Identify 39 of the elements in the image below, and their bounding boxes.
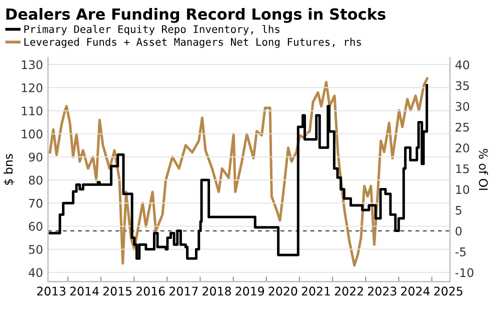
y2-tick-label: 5 <box>456 206 462 215</box>
x-tick-label: 2015 <box>103 286 132 296</box>
y2-tick-label: 40 <box>455 60 470 70</box>
chart-title: Dealers Are Funding Record Longs in Stocks <box>6 8 386 23</box>
y2-tick-label: 25 <box>456 122 469 132</box>
x-tick-label: 2014 <box>70 286 99 296</box>
y-tick-label: 60 <box>28 222 42 231</box>
y-tick-label: 70 <box>29 198 42 208</box>
y2-tick-label: -10 <box>455 268 474 278</box>
y-tick-label: 90 <box>28 152 42 162</box>
y-tick-label: 110 <box>22 106 42 116</box>
y-tick-label: 120 <box>22 83 42 92</box>
x-tick-label: 2025 <box>434 286 462 296</box>
y-tick-label: 80 <box>28 176 42 185</box>
x-tick-label: 2022 <box>334 286 363 296</box>
y2-tick-label: 15 <box>456 164 469 174</box>
y2-tick-label: 35 <box>456 81 469 90</box>
y2-tick-label: 10 <box>456 185 470 194</box>
y2-tick-label: -5 <box>455 248 466 256</box>
x-tick-label: 2023 <box>368 286 396 296</box>
x-tick-label: 2024 <box>401 286 430 296</box>
x-tick-label: 2018 <box>202 286 231 296</box>
y2-tick-label: 30 <box>456 102 470 111</box>
x-tick-label: 2021 <box>302 286 330 296</box>
y2-tick-label: 20 <box>456 144 470 152</box>
legend-label: Primary Dealer Equity Repo Inventory, lhs <box>24 24 280 36</box>
y2-tick-label: 0 <box>456 226 462 236</box>
x-tick-label: 2019 <box>236 286 264 296</box>
x-tick-label: 2016 <box>136 286 165 296</box>
y-axis-title: $ bns <box>4 154 14 185</box>
y-tick-label: 130 <box>22 60 42 70</box>
y2-axis-title: % of OI <box>478 148 488 190</box>
x-tick-label: 2020 <box>268 286 298 296</box>
legend-label: Leveraged Funds + Asset Managers Net Long Futures, rhs <box>24 38 361 48</box>
y-tick-label: 40 <box>28 268 42 278</box>
y-tick-label: 100 <box>22 130 42 138</box>
x-tick-label: 2013 <box>37 286 66 296</box>
y-tick-label: 50 <box>29 244 42 254</box>
x-tick-label: 2017 <box>169 286 198 296</box>
